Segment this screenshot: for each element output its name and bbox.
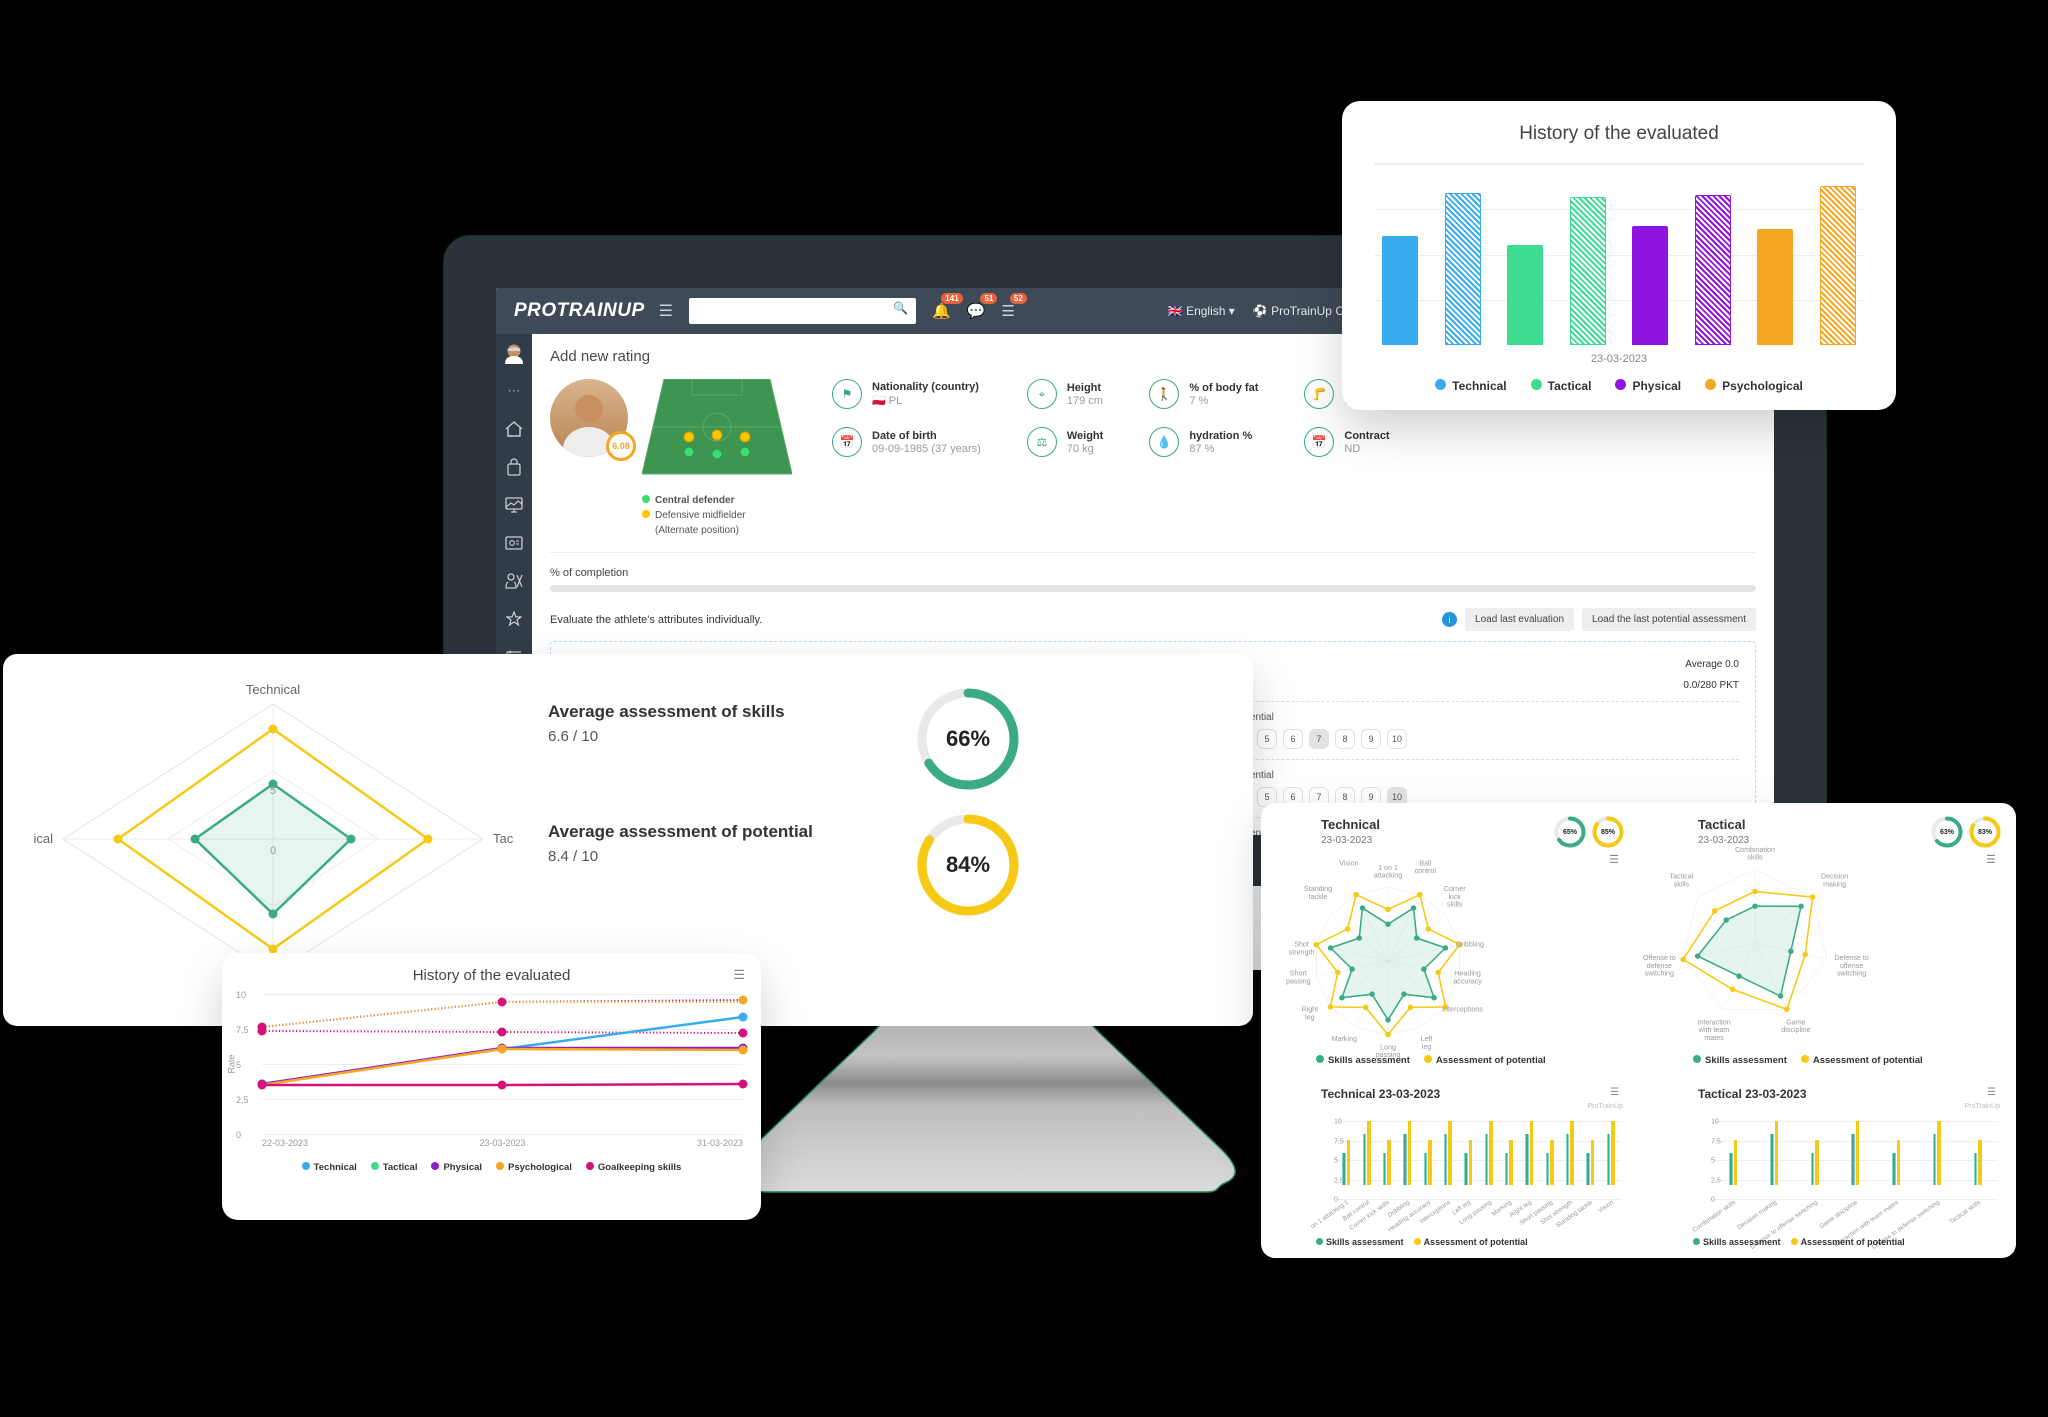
svg-text:Left: Left: [1421, 1035, 1433, 1043]
svg-text:Tactical: Tactical: [493, 831, 513, 846]
svg-text:Interceptions: Interceptions: [1442, 1006, 1483, 1014]
svg-text:Shot: Shot: [1294, 941, 1309, 949]
svg-text:skills: skills: [1447, 901, 1463, 909]
svg-text:Defense to: Defense to: [1834, 954, 1868, 962]
svg-text:Game: Game: [1786, 1018, 1805, 1026]
svg-text:skills: skills: [1747, 854, 1763, 862]
svg-text:Tactical: Tactical: [1670, 873, 1694, 881]
svg-text:passing: passing: [1286, 978, 1311, 986]
svg-text:5: 5: [270, 785, 276, 797]
svg-text:0: 0: [270, 845, 276, 857]
svg-text:mates: mates: [1704, 1034, 1724, 1042]
svg-text:skills: skills: [1674, 880, 1690, 888]
svg-text:switching: switching: [1837, 970, 1866, 978]
svg-text:switching: switching: [1645, 970, 1674, 978]
svg-text:Right: Right: [1301, 1006, 1318, 1014]
svg-text:Vision: Vision: [1339, 859, 1358, 867]
svg-text:strength: strength: [1289, 949, 1315, 957]
svg-text:Short: Short: [1290, 970, 1307, 978]
svg-text:Psychological: Psychological: [33, 831, 53, 846]
svg-text:control: control: [1415, 867, 1437, 875]
svg-text:leg: leg: [1422, 1043, 1432, 1051]
svg-text:Standing: Standing: [1304, 885, 1332, 893]
svg-text:tackle: tackle: [1309, 893, 1328, 901]
svg-text:Ball: Ball: [1419, 859, 1431, 867]
svg-text:Dribbling: Dribbling: [1456, 941, 1484, 949]
svg-text:Combination: Combination: [1735, 846, 1775, 854]
svg-text:offense: offense: [1840, 962, 1863, 970]
svg-text:Corner: Corner: [1444, 885, 1466, 893]
svg-text:kick: kick: [1449, 893, 1462, 901]
svg-text:Technical: Technical: [246, 682, 300, 697]
svg-text:Decision: Decision: [1821, 873, 1848, 881]
svg-text:Offense to: Offense to: [1643, 954, 1676, 962]
svg-text:defense: defense: [1647, 962, 1672, 970]
svg-text:making: making: [1823, 880, 1846, 888]
svg-text:accuracy: accuracy: [1453, 978, 1482, 986]
svg-text:1 on 1: 1 on 1: [1378, 864, 1398, 872]
svg-text:discipline: discipline: [1781, 1026, 1810, 1034]
svg-text:leg: leg: [1305, 1013, 1315, 1021]
svg-text:with team: with team: [1698, 1026, 1730, 1034]
svg-text:Marking: Marking: [1332, 1035, 1357, 1043]
svg-text:attacking: attacking: [1374, 872, 1403, 880]
svg-text:Heading: Heading: [1454, 970, 1481, 978]
svg-text:Long: Long: [1380, 1043, 1396, 1051]
svg-text:Interaction: Interaction: [1697, 1018, 1730, 1026]
